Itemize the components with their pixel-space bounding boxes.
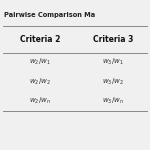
Text: Criteria 3: Criteria 3 (93, 34, 134, 43)
Text: $w_3/w_1$: $w_3/w_1$ (102, 57, 124, 67)
Text: $w_2/w_n$: $w_2/w_n$ (29, 96, 51, 106)
Text: $w_3/w_n$: $w_3/w_n$ (102, 96, 124, 106)
Text: Criteria 2: Criteria 2 (20, 34, 60, 43)
Text: Pairwise Comparison Ma: Pairwise Comparison Ma (4, 12, 96, 18)
Text: $w_2/w_2$: $w_2/w_2$ (29, 77, 51, 87)
Text: $w_2/w_1$: $w_2/w_1$ (29, 57, 51, 67)
Text: $w_3/w_2$: $w_3/w_2$ (102, 77, 124, 87)
